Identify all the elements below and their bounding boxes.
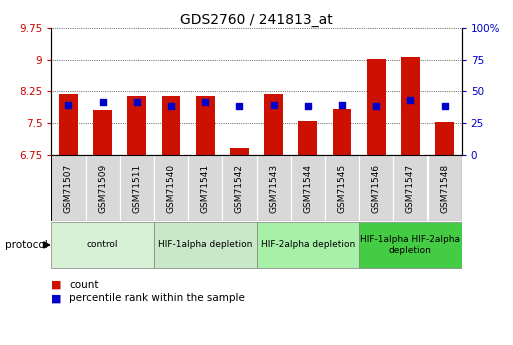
- Bar: [359, 155, 393, 221]
- Bar: [299, 121, 317, 155]
- Bar: [435, 122, 454, 155]
- Point: [98, 99, 107, 105]
- Bar: [367, 59, 386, 155]
- Bar: [59, 95, 78, 155]
- Text: GSM71546: GSM71546: [372, 164, 381, 213]
- Text: GSM71540: GSM71540: [167, 164, 175, 213]
- Bar: [93, 110, 112, 155]
- Text: HIF-1alpha depletion: HIF-1alpha depletion: [158, 240, 252, 249]
- Point: [235, 104, 244, 109]
- Point: [338, 103, 346, 108]
- Bar: [86, 155, 120, 221]
- Point: [269, 103, 278, 108]
- Bar: [154, 222, 256, 268]
- Text: ■: ■: [51, 294, 62, 303]
- Text: GSM71507: GSM71507: [64, 164, 73, 213]
- Bar: [291, 155, 325, 221]
- Text: protocol: protocol: [5, 240, 48, 250]
- Bar: [256, 155, 291, 221]
- Point: [372, 104, 380, 109]
- Point: [304, 104, 312, 109]
- Bar: [427, 155, 462, 221]
- Text: GSM71547: GSM71547: [406, 164, 415, 213]
- Bar: [393, 155, 427, 221]
- Text: HIF-1alpha HIF-2alpha
depletion: HIF-1alpha HIF-2alpha depletion: [361, 235, 460, 255]
- Text: count: count: [69, 280, 99, 289]
- Bar: [264, 95, 283, 155]
- Bar: [230, 148, 249, 155]
- Text: GSM71511: GSM71511: [132, 164, 141, 213]
- Bar: [222, 155, 256, 221]
- Point: [441, 104, 449, 109]
- Bar: [401, 57, 420, 155]
- Bar: [51, 155, 86, 221]
- Bar: [256, 222, 359, 268]
- Point: [167, 104, 175, 109]
- Text: HIF-2alpha depletion: HIF-2alpha depletion: [261, 240, 355, 249]
- Text: GSM71548: GSM71548: [440, 164, 449, 213]
- Text: GSM71545: GSM71545: [338, 164, 346, 213]
- Text: GSM71509: GSM71509: [98, 164, 107, 213]
- Bar: [120, 155, 154, 221]
- Text: percentile rank within the sample: percentile rank within the sample: [69, 294, 245, 303]
- Bar: [359, 222, 462, 268]
- Point: [64, 103, 72, 108]
- Text: ■: ■: [51, 280, 62, 289]
- Title: GDS2760 / 241813_at: GDS2760 / 241813_at: [180, 12, 333, 27]
- Text: control: control: [87, 240, 119, 249]
- Text: GSM71541: GSM71541: [201, 164, 210, 213]
- Bar: [154, 155, 188, 221]
- Bar: [162, 96, 181, 155]
- Bar: [325, 155, 359, 221]
- Text: GSM71543: GSM71543: [269, 164, 278, 213]
- Point: [406, 97, 415, 103]
- Bar: [332, 109, 351, 155]
- Bar: [188, 155, 222, 221]
- Text: GSM71542: GSM71542: [235, 164, 244, 213]
- Point: [133, 99, 141, 105]
- Bar: [51, 222, 154, 268]
- Bar: [127, 96, 146, 155]
- Point: [201, 99, 209, 105]
- Text: GSM71544: GSM71544: [303, 164, 312, 213]
- Bar: [196, 96, 214, 155]
